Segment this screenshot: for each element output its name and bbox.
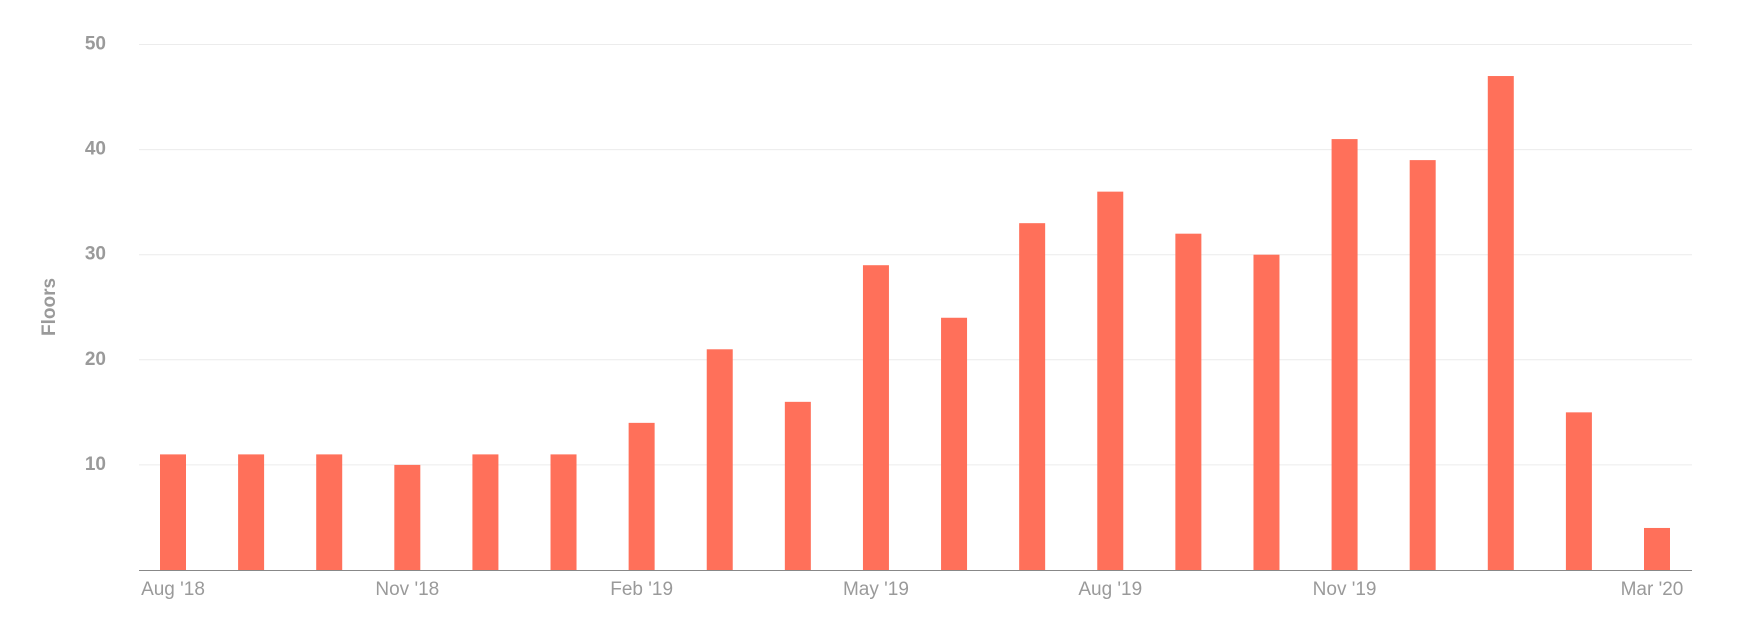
x-tick-label: Nov '18 [375,579,439,600]
x-tick-label: Nov '19 [1313,579,1377,600]
y-tick-label: 20 [85,349,106,370]
bar [472,454,499,570]
bar [1487,76,1514,570]
y-tick-label: 30 [85,244,106,265]
bar [628,422,655,570]
bar [1097,191,1124,570]
bar [784,401,811,570]
bar [941,317,968,570]
y-axis-label: Floors [39,278,60,336]
y-tick-label: 40 [85,139,106,160]
x-tick-label: Mar '20 [1621,579,1684,600]
y-tick-label: 50 [85,34,106,55]
bar [1409,160,1436,571]
x-tick-label: Aug '18 [141,579,205,600]
bar [1331,139,1358,570]
bar [1644,527,1670,570]
bar [1565,412,1592,570]
x-tick-label: Feb '19 [610,579,673,600]
bar [550,454,577,570]
bar [862,265,889,570]
y-tick-label: 10 [85,454,106,475]
bar [1175,233,1202,570]
bar [160,454,186,570]
bar [316,454,343,570]
bar [238,454,265,570]
x-tick-label: Aug '19 [1078,579,1142,600]
bar [394,464,421,570]
bar [706,349,733,570]
bar [1019,223,1046,571]
x-tick-label: May '19 [843,579,909,600]
bar [1253,254,1280,570]
